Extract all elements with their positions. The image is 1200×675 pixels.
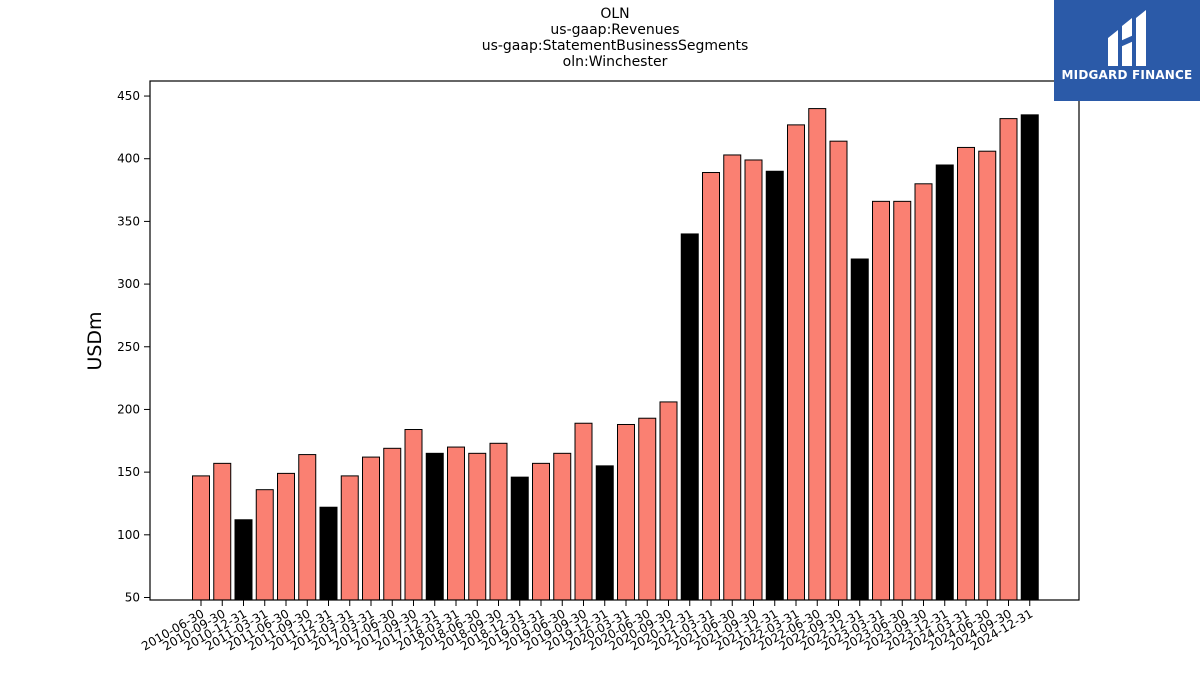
y-axis-label: USDm xyxy=(84,311,106,370)
plot-frame xyxy=(149,80,1080,601)
bar-2024-12-31 xyxy=(1020,114,1039,601)
bar-2023-06-30 xyxy=(893,200,912,601)
bar-2022-09-30 xyxy=(829,140,848,601)
bar-2020-09-30 xyxy=(659,401,678,601)
bar-2011-03-31 xyxy=(255,489,274,601)
y-tick-label-50: 50 xyxy=(125,590,140,604)
title-line-4: oln:Winchester xyxy=(562,54,668,70)
bar-2021-06-30 xyxy=(723,154,742,601)
bar-2018-12-31 xyxy=(510,476,529,601)
bar-2017-03-31 xyxy=(362,456,380,601)
bar-2023-09-30 xyxy=(914,183,933,601)
title-line-3: us-gaap:StatementBusinessSegments xyxy=(481,38,749,54)
bar-2019-03-31 xyxy=(532,462,550,601)
title-line-2: us-gaap:Revenues xyxy=(550,22,680,38)
midgard-logo-icon xyxy=(1108,10,1146,66)
bar-2017-09-30 xyxy=(404,429,423,601)
bar-2017-12-31 xyxy=(425,452,444,601)
brand-logo: MIDGARD FINANCE xyxy=(1054,0,1200,101)
bar-2018-03-31 xyxy=(447,446,465,601)
bar-2024-09-30 xyxy=(999,118,1018,601)
bar-2020-03-31 xyxy=(617,423,635,601)
bar-2024-06-30 xyxy=(978,150,997,601)
bar-2022-06-30 xyxy=(808,108,827,601)
chart-title: OLN us-gaap:Revenues us-gaap:StatementBu… xyxy=(0,6,1200,70)
y-tick-label-350: 350 xyxy=(117,214,140,228)
y-tick-label-200: 200 xyxy=(117,402,140,416)
bar-2010-12-31 xyxy=(234,519,253,601)
bar-2023-03-31 xyxy=(872,200,890,601)
title-line-1: OLN xyxy=(600,6,630,22)
bar-2021-12-31 xyxy=(765,170,784,601)
bar-2022-03-31 xyxy=(787,124,805,601)
y-tick-label-450: 450 xyxy=(117,89,140,103)
x-axis: 2010-06-302010-09-302010-12-312011-03-31… xyxy=(139,600,1035,653)
bar-2019-12-31 xyxy=(595,465,614,601)
bar-2020-12-31 xyxy=(680,233,699,601)
bar-2011-06-30 xyxy=(277,472,295,601)
bar-2023-12-31 xyxy=(935,164,954,601)
bar-2024-03-31 xyxy=(957,146,975,601)
bar-2019-09-30 xyxy=(574,422,593,601)
bar-2020-06-30 xyxy=(638,417,657,601)
y-axis: 50 100 150 200 250 300 350 400 450 xyxy=(117,89,150,604)
y-tick-label-400: 400 xyxy=(117,152,140,166)
bar-2022-12-31 xyxy=(850,258,869,601)
bar-2017-06-30 xyxy=(383,447,402,601)
bar-2019-06-30 xyxy=(553,452,572,601)
bar-2010-09-30 xyxy=(213,462,232,601)
bar-2011-09-30 xyxy=(298,454,317,601)
bar-2018-09-30 xyxy=(489,442,508,601)
bar-2010-06-30 xyxy=(192,475,210,601)
y-tick-label-150: 150 xyxy=(117,465,140,479)
bars-group xyxy=(192,108,1039,601)
bar-2021-09-30 xyxy=(744,159,763,601)
bar-2012-03-31 xyxy=(340,475,359,601)
bar-2021-03-31 xyxy=(702,172,720,601)
bar-2018-06-30 xyxy=(468,452,487,601)
y-tick-label-100: 100 xyxy=(117,528,140,542)
y-tick-label-250: 250 xyxy=(117,340,140,354)
y-tick-label-300: 300 xyxy=(117,277,140,291)
brand-name: MIDGARD FINANCE xyxy=(1061,68,1193,82)
bar-2011-12-31 xyxy=(319,506,338,601)
